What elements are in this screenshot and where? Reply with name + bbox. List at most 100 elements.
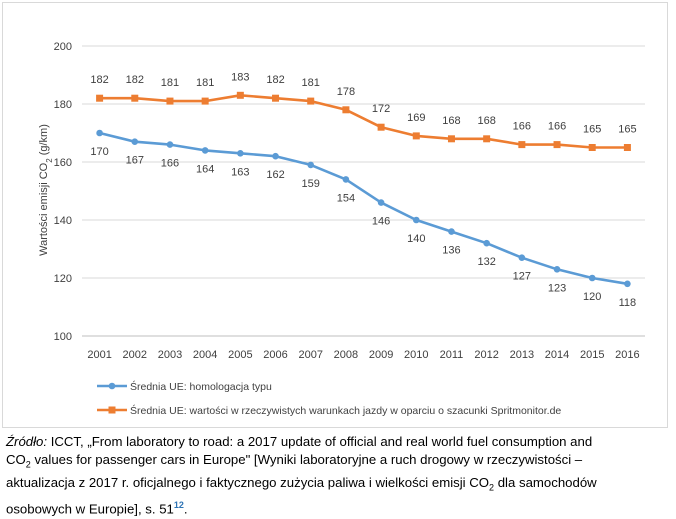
- data-label: 118: [619, 297, 637, 309]
- data-point: [448, 228, 455, 235]
- x-tick-label: 2012: [474, 349, 498, 361]
- source-caption: Źródło: ICCT, „From laboratory to road: …: [6, 433, 670, 519]
- footnote-link[interactable]: 12: [173, 500, 184, 511]
- legend-entry-2: Średnia UE: wartości w rzeczywistych war…: [97, 404, 561, 417]
- line-chart: 100 120 140 160 180 200 2001 2002 2003 2004 2005 2…: [38, 41, 645, 417]
- series-line: [99, 131, 628, 286]
- data-point: [412, 216, 420, 224]
- y-axis-ticks: 100 120 140 160 180 200: [54, 41, 72, 343]
- data-label: 166: [548, 121, 566, 133]
- data-label: 165: [618, 124, 636, 136]
- series-2: 182 182 181 181 183 182 181 178 172 169 168 168 166 1…: [90, 71, 637, 151]
- y-tick-label: 100: [54, 331, 72, 343]
- data-point: [96, 94, 104, 102]
- data-label: 165: [583, 124, 601, 136]
- x-tick-label: 2001: [87, 349, 111, 361]
- data-label: 170: [90, 146, 108, 158]
- data-label: 159: [302, 178, 320, 190]
- data-point: [307, 161, 315, 169]
- y-axis-label: Wartości emisji CO2 (g/km): [38, 124, 54, 256]
- data-label: 120: [583, 291, 601, 303]
- x-tick-label: 2002: [123, 349, 147, 361]
- x-tick-label: 2015: [580, 349, 604, 361]
- data-point: [201, 147, 209, 154]
- data-label: 181: [196, 77, 214, 89]
- data-point: [483, 239, 490, 247]
- data-point: [518, 141, 526, 149]
- data-label: 127: [513, 271, 531, 283]
- data-point: [588, 274, 596, 282]
- data-point: [518, 254, 526, 261]
- caption-line-3: aktualizacja z 2017 r. oficjalnego i fak…: [6, 474, 597, 493]
- series-1: 170 167 166 164 163 162 159 154 146 140 136 132 127 1…: [90, 129, 637, 309]
- data-point: [588, 144, 596, 151]
- data-label: 172: [372, 103, 390, 115]
- caption-source-label: Źródło:: [6, 434, 48, 449]
- x-tick-label: 2004: [193, 349, 217, 361]
- x-tick-label: 2014: [545, 349, 569, 361]
- data-point: [553, 141, 561, 149]
- caption-line-4: osobowych w Europie], s. 5112.: [6, 500, 188, 517]
- y-tick-label: 140: [54, 215, 72, 227]
- legend-marker: [108, 382, 116, 390]
- y-tick-label: 120: [54, 273, 72, 285]
- data-label: 140: [407, 233, 425, 245]
- data-point: [166, 141, 174, 148]
- legend-entry-1: Średnia UE: homologacja typu: [97, 380, 272, 393]
- x-tick-label: 2005: [228, 349, 252, 361]
- data-point: [447, 135, 455, 143]
- data-label: 182: [126, 74, 144, 86]
- caption-line-1: Źródło: ICCT, „From laboratory to road: …: [6, 434, 593, 449]
- series-line: [99, 94, 628, 149]
- x-tick-label: 2006: [263, 349, 287, 361]
- data-point: [377, 199, 385, 206]
- data-point: [412, 132, 420, 140]
- data-point: [272, 94, 280, 102]
- y-tick-label: 160: [54, 157, 72, 169]
- data-label: 183: [231, 71, 249, 83]
- data-point: [553, 266, 561, 273]
- data-label: 181: [161, 77, 179, 89]
- data-point: [342, 106, 350, 114]
- data-label: 182: [90, 74, 108, 86]
- data-point: [201, 97, 209, 105]
- x-tick-label: 2007: [298, 349, 322, 361]
- data-label: 168: [442, 115, 460, 127]
- data-label: 163: [231, 166, 249, 178]
- legend-label: Średnia UE: homologacja typu: [130, 380, 272, 393]
- data-label: 167: [126, 155, 144, 167]
- data-label: 123: [548, 282, 566, 294]
- caption-line-2: CO2 values for passenger cars in Europe"…: [6, 452, 583, 470]
- data-point: [131, 94, 139, 102]
- legend: Średnia UE: homologacja typu Średnia UE: …: [97, 380, 561, 417]
- data-point: [131, 138, 139, 145]
- y-tick-label: 180: [54, 99, 72, 111]
- data-point: [237, 150, 244, 157]
- data-label: 164: [196, 163, 214, 175]
- data-point: [483, 135, 491, 143]
- y-tick-label: 200: [54, 41, 72, 53]
- data-label: 178: [337, 86, 355, 98]
- x-tick-label: 2013: [510, 349, 534, 361]
- data-point: [307, 97, 315, 105]
- data-label: 181: [302, 77, 320, 89]
- data-label: 166: [513, 121, 531, 133]
- x-tick-label: 2010: [404, 349, 428, 361]
- data-label: 132: [477, 256, 495, 268]
- data-point: [342, 176, 350, 183]
- data-point: [166, 97, 174, 105]
- gridlines: [82, 45, 645, 337]
- data-point: [377, 123, 385, 131]
- data-point: [624, 280, 631, 288]
- x-tick-label: 2003: [158, 349, 182, 361]
- x-tick-label: 2011: [440, 349, 464, 361]
- data-label: 162: [266, 169, 284, 181]
- x-tick-label: 2016: [615, 349, 639, 361]
- data-point: [623, 144, 631, 151]
- x-axis-ticks: 2001 2002 2003 2004 2005 2006 2007 2008 2009 2010…: [87, 349, 639, 361]
- data-label: 154: [337, 192, 355, 204]
- data-point: [272, 152, 279, 160]
- data-label: 169: [407, 112, 425, 124]
- legend-marker: [108, 406, 116, 414]
- x-tick-label: 2009: [369, 349, 393, 361]
